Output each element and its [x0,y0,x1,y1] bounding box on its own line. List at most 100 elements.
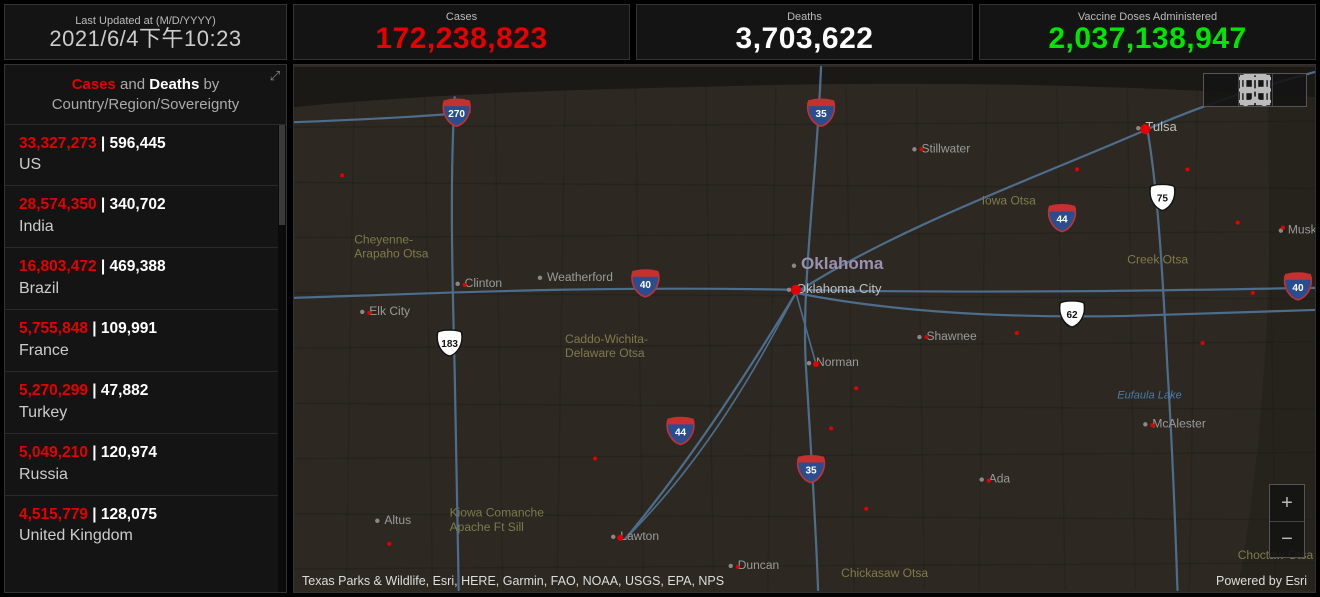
country-cases: 28,574,350 [19,196,97,213]
country-row[interactable]: 5,755,848 | 109,991France [5,309,286,371]
case-dot [924,335,928,339]
region-label: Kiowa Comanche [450,506,545,520]
city-dot [360,310,364,314]
state-label: Oklahoma [801,254,884,273]
case-dot [791,285,801,295]
country-deaths: 120,974 [101,444,157,461]
country-name: India [19,218,54,235]
region-label: Delaware Otsa [565,346,645,360]
country-name: Russia [19,466,68,483]
map-attribution: Texas Parks & Wildlife, Esri, HERE, Garm… [302,574,724,588]
city-label: Ada [989,472,1011,486]
country-deaths: 109,991 [101,320,157,337]
city-label: Clinton [465,276,502,290]
case-dot [387,542,391,546]
cases-label: Cases [446,11,477,23]
country-row[interactable]: 4,515,779 | 128,075United Kingdom [5,495,286,557]
city-dot [611,535,615,539]
svg-text:44: 44 [1056,215,1068,226]
svg-text:62: 62 [1066,310,1078,321]
cases-value: 172,238,823 [375,24,547,54]
case-dot [864,507,868,511]
case-dot [367,311,371,315]
region-label: Creek Otsa [1127,253,1188,267]
case-dot [1150,423,1154,427]
header-deaths-word: Deaths [149,76,199,93]
city-dot [538,276,542,280]
case-dot [1201,341,1205,345]
city-dot [912,147,916,151]
city-label: Elk City [369,304,410,318]
deaths-label: Deaths [787,11,822,23]
city-label: Lawton [620,529,659,543]
city-label: McAlester [1152,416,1205,430]
city-label: Norman [816,355,859,369]
country-row[interactable]: 16,803,472 | 469,388Brazil [5,247,286,309]
region-label: Iowa Otsa [982,194,1036,208]
sidebar-header: Cases and Deaths by Country/Region/Sover… [5,65,286,124]
country-row[interactable]: 33,327,273 | 596,445US [5,124,286,186]
country-row[interactable]: 5,049,210 | 120,974Russia [5,433,286,495]
case-dot [919,147,923,151]
case-dot [987,479,991,483]
country-cases: 5,049,210 [19,444,88,461]
country-row[interactable]: 28,574,350 | 340,702India [5,185,286,247]
svg-text:40: 40 [1292,283,1304,294]
region-label: Chickasaw Otsa [841,566,928,580]
scrollbar-track[interactable] [278,125,286,592]
zoom-out-button[interactable]: − [1270,521,1304,557]
deaths-card: Deaths 3,703,622 [636,4,973,60]
svg-text:35: 35 [815,109,827,120]
vaccine-value: 2,037,138,947 [1048,24,1246,54]
country-name: United Kingdom [19,527,133,544]
case-dot [593,457,597,461]
zoom-in-button[interactable]: + [1270,485,1304,521]
country-cases: 5,270,299 [19,382,88,399]
country-deaths: 128,075 [101,506,157,523]
city-dot [917,335,921,339]
city-dot [792,264,796,268]
cases-card: Cases 172,238,823 [293,4,630,60]
city-label: Tulsa [1145,119,1177,134]
country-cases: 16,803,472 [19,258,97,275]
svg-text:44: 44 [675,427,687,438]
region-label: Arapaho Otsa [354,247,429,261]
map-powered-by: Powered by Esri [1216,574,1307,588]
region-label: Cheyenne- [354,233,413,247]
case-dot [463,283,467,287]
country-cases: 4,515,779 [19,506,88,523]
map-panel[interactable]: 2703544404435407562183Iowa OtsaCreek Ots… [293,64,1316,593]
scrollbar-thumb[interactable] [279,125,285,225]
case-dot [854,386,858,390]
timestamp-card: Last Updated at (M/D/YYYY) 2021/6/4下午10:… [4,4,287,60]
svg-text:75: 75 [1157,194,1169,205]
case-dot [340,173,344,177]
country-sidebar: ⤢ Cases and Deaths by Country/Region/Sov… [4,64,287,593]
basemap-icon[interactable] [1272,74,1306,106]
country-deaths: 47,882 [101,382,148,399]
region-label: Caddo-Wichita- [565,332,648,346]
city-dot [1136,126,1140,130]
country-cases: 5,755,848 [19,320,88,337]
case-dot [1015,331,1019,335]
region-label: Apache Ft Sill [450,520,524,534]
country-cases: 33,327,273 [19,135,97,152]
timestamp-label: Last Updated at (M/D/YYYY) [75,15,216,27]
map-canvas[interactable]: 2703544404435407562183Iowa OtsaCreek Ots… [294,65,1315,592]
country-name: France [19,342,69,359]
city-dot [807,361,811,365]
city-label: Shawnee [926,329,976,343]
case-dot [1251,291,1255,295]
zoom-controls: + − [1269,484,1305,558]
country-list[interactable]: 33,327,273 | 596,445US28,574,350 | 340,7… [5,124,286,593]
country-deaths: 469,388 [110,258,166,275]
country-row[interactable]: 5,270,299 | 47,882Turkey [5,371,286,433]
case-dot [1140,124,1150,134]
water-label: Eufaula Lake [1117,389,1181,401]
case-dot [736,565,740,569]
deaths-value: 3,703,622 [736,24,874,54]
svg-text:40: 40 [640,280,652,291]
case-dot [1075,167,1079,171]
case-dot [813,361,819,367]
country-name: US [19,156,41,173]
